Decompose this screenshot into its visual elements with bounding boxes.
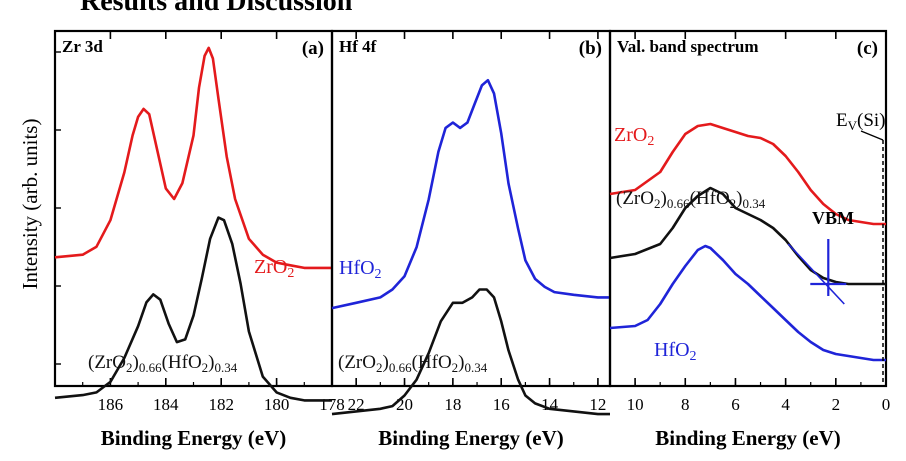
series-line	[331, 78, 610, 310]
series-line	[54, 46, 332, 270]
panel-frame	[608, 29, 888, 388]
x-tick-label: 182	[208, 395, 234, 414]
x-axis-label: Binding Energy (eV)	[378, 426, 564, 450]
panel-title: Zr 3d	[62, 37, 103, 56]
panel-label: (c)	[857, 38, 878, 59]
panel-title: Hf 4f	[339, 37, 377, 56]
x-tick-label: 22	[348, 395, 365, 414]
series-line	[609, 244, 886, 362]
series-label: HfO2	[654, 339, 697, 364]
series-label: ZrO2	[614, 124, 654, 149]
vbm-tangent	[787, 243, 845, 305]
vbm-label: VBM	[812, 208, 854, 228]
series-line	[331, 288, 610, 416]
x-tick-label: 20	[396, 395, 413, 414]
x-tick-label: 184	[153, 395, 179, 414]
panel-1: 186 184 182 180 178 Binding Energy (eV) Zr 3d (…	[53, 29, 345, 450]
panel-label: (b)	[579, 38, 602, 59]
ev-si-label: EV(Si)	[836, 110, 886, 133]
series-label: (ZrO2)0.66(HfO2)0.34	[338, 352, 488, 375]
panel-frame	[53, 29, 334, 388]
x-tick-label: 0	[882, 395, 891, 414]
x-tick-label: 14	[541, 395, 559, 414]
series-label: (ZrO2)0.66(HfO2)0.34	[88, 352, 238, 375]
y-axis-label: Intensity (arb. units)	[18, 119, 42, 290]
panel-3: 10 8 6 4 2 0 Binding Energy (eV) Val. band spec…	[608, 29, 891, 450]
panel-title: Val. band spectrum	[617, 37, 759, 56]
panel-2: 22 20 18 16 14 12 Binding Energy (eV) Hf 4f (b) H…	[330, 29, 612, 450]
x-tick-label: 2	[832, 395, 841, 414]
x-tick-label: 178	[319, 395, 345, 414]
page-heading: Results and Discussion	[80, 0, 353, 17]
panel-frame	[330, 29, 612, 388]
x-tick-label: 12	[589, 395, 606, 414]
series-label: (ZrO2)0.66(HfO2)0.34	[616, 188, 766, 211]
x-tick-label: 186	[98, 395, 124, 414]
x-tick-label: 180	[264, 395, 290, 414]
ev-si-pointer	[860, 130, 884, 141]
x-tick-label: 4	[781, 395, 790, 414]
series-line	[54, 216, 332, 402]
x-tick-label: 6	[731, 395, 740, 414]
series-label: HfO2	[339, 257, 382, 282]
x-tick-label: 10	[627, 395, 644, 414]
x-tick-label: 18	[444, 395, 461, 414]
panel-label: (a)	[302, 38, 324, 59]
series-line	[609, 122, 886, 226]
x-tick-label: 8	[681, 395, 690, 414]
x-axis-label: Binding Energy (eV)	[655, 426, 841, 450]
x-axis-label: Binding Energy (eV)	[101, 426, 287, 450]
series-label: ZrO2	[254, 256, 294, 281]
x-tick-label: 16	[493, 395, 510, 414]
